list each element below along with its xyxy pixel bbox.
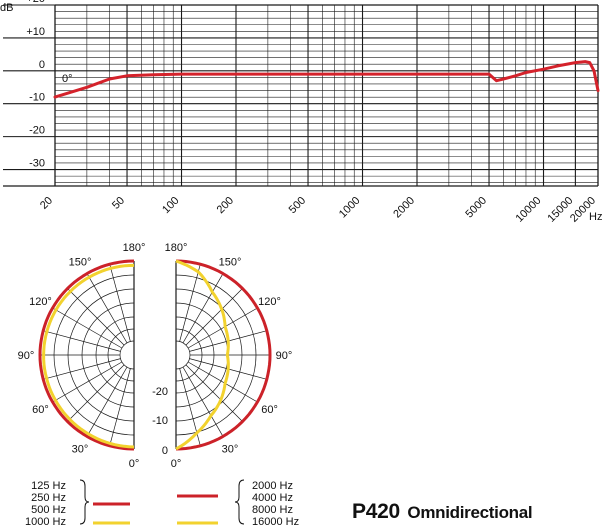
polar-spoke xyxy=(187,307,258,349)
left-angle-label: 150° xyxy=(69,256,92,268)
fr-x-tick-label: 50 xyxy=(110,195,127,212)
left-angle-label: 180° xyxy=(123,242,146,254)
right-angle-label: 120° xyxy=(258,296,281,308)
polar-spoke xyxy=(185,288,243,346)
fr-grid xyxy=(3,4,599,187)
fr-x-tick-label: 100 xyxy=(160,195,181,216)
right-polar-curve xyxy=(175,259,272,451)
fr-x-tick-label: 10000 xyxy=(514,195,544,225)
polar-spoke xyxy=(109,368,131,446)
right-angle-label: 60° xyxy=(261,404,278,416)
polar-spoke xyxy=(182,366,224,437)
polar-spoke xyxy=(86,366,128,437)
fr-y-tick-label: -10 xyxy=(29,92,45,104)
legend-right-label: 16000 Hz xyxy=(252,516,299,528)
polar-ring xyxy=(175,340,191,370)
polar-spoke xyxy=(179,264,201,342)
left-angle-label: 60° xyxy=(32,404,49,416)
fr-x-tick-label: 500 xyxy=(287,195,308,216)
fr-x-tick-label: 2000 xyxy=(391,195,417,221)
polar-db-label: 0 xyxy=(162,445,168,457)
polar-spoke xyxy=(43,358,121,380)
fr-y-tick-label: -20 xyxy=(29,125,45,137)
right-angle-label: 150° xyxy=(219,256,242,268)
polar-db-label: -20 xyxy=(152,386,168,398)
left-polar-curve xyxy=(38,259,135,451)
polar-db-label: -10 xyxy=(152,415,168,427)
polar-spoke xyxy=(67,364,125,422)
legend-left-brace xyxy=(79,479,90,525)
left-polar-grid xyxy=(39,260,135,450)
right-polar-grid xyxy=(175,260,271,450)
fr-y-unit-label: dB xyxy=(0,2,13,14)
legend-right-label: 4000 Hz xyxy=(252,492,293,504)
fr-curve-label: 0° xyxy=(62,73,73,85)
polar-spoke xyxy=(187,361,258,403)
polar-ring xyxy=(119,340,135,370)
polar-spoke xyxy=(185,364,243,422)
legend-right-label: 2000 Hz xyxy=(252,480,293,492)
polar-spoke xyxy=(86,273,128,344)
fr-y-tick-label: +10 xyxy=(26,26,45,38)
left-angle-label: 90° xyxy=(18,350,35,362)
fr-response-curve xyxy=(53,60,600,99)
polar-spoke xyxy=(67,288,125,346)
polar-spoke xyxy=(43,330,121,352)
left-angle-label: 120° xyxy=(29,296,52,308)
left-polar-curve xyxy=(42,263,135,449)
right-polar-curve xyxy=(175,259,230,451)
fr-x-tick-label: 5000 xyxy=(463,195,489,221)
right-angle-label: 0° xyxy=(171,458,182,470)
right-angle-label: 30° xyxy=(222,444,239,456)
model-name: P420 xyxy=(352,500,400,523)
legend-left-label: 250 Hz xyxy=(31,492,66,504)
left-angle-label: 30° xyxy=(72,444,89,456)
fr-y-tick-label: +20 xyxy=(26,0,45,5)
polar-spoke xyxy=(52,307,123,349)
left-angle-label: 0° xyxy=(129,458,140,470)
fr-y-tick-label: -30 xyxy=(29,158,45,170)
legend-left-label: 1000 Hz xyxy=(25,516,66,528)
product-title: P420 Omnidirectional xyxy=(352,500,533,524)
legend-right-label: 8000 Hz xyxy=(252,504,293,516)
polar-spoke xyxy=(109,264,131,342)
pattern-name: Omnidirectional xyxy=(407,503,533,522)
polar-spoke xyxy=(182,273,224,344)
legend-left-label: 125 Hz xyxy=(31,480,66,492)
polar-spoke xyxy=(52,361,123,403)
fr-x-unit-label: Hz xyxy=(589,211,602,223)
legend-right-brace xyxy=(234,479,245,525)
fr-y-tick-label: 0 xyxy=(39,59,45,71)
fr-x-tick-label: 20 xyxy=(38,195,55,212)
right-angle-label: 180° xyxy=(165,242,188,254)
right-angle-label: 90° xyxy=(276,350,293,362)
fr-x-tick-label: 1000 xyxy=(337,195,363,221)
legend-left-label: 500 Hz xyxy=(31,504,66,516)
fr-x-tick-label: 200 xyxy=(215,195,236,216)
